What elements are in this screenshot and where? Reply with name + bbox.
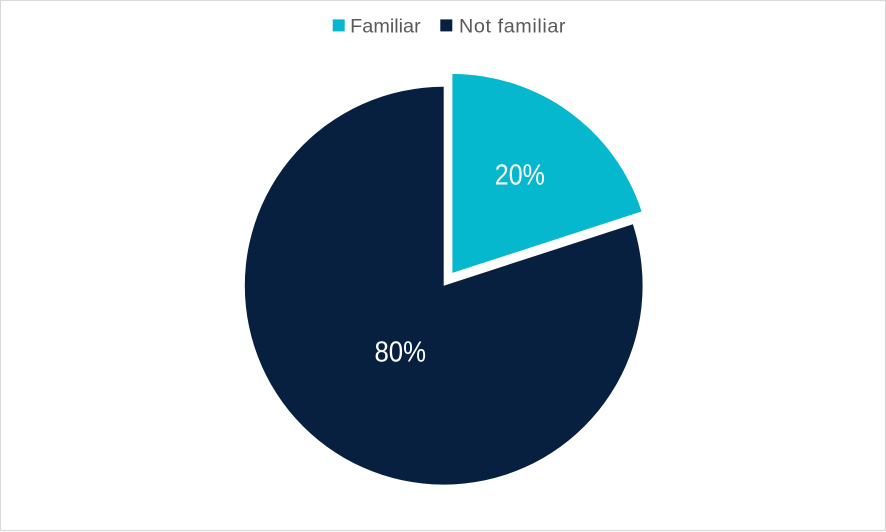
svg-text:Familiar: Familiar [350,15,421,37]
svg-text:Not familiar: Not familiar [459,15,566,37]
svg-text:20%: 20% [495,159,545,191]
svg-text:80%: 80% [375,336,427,368]
